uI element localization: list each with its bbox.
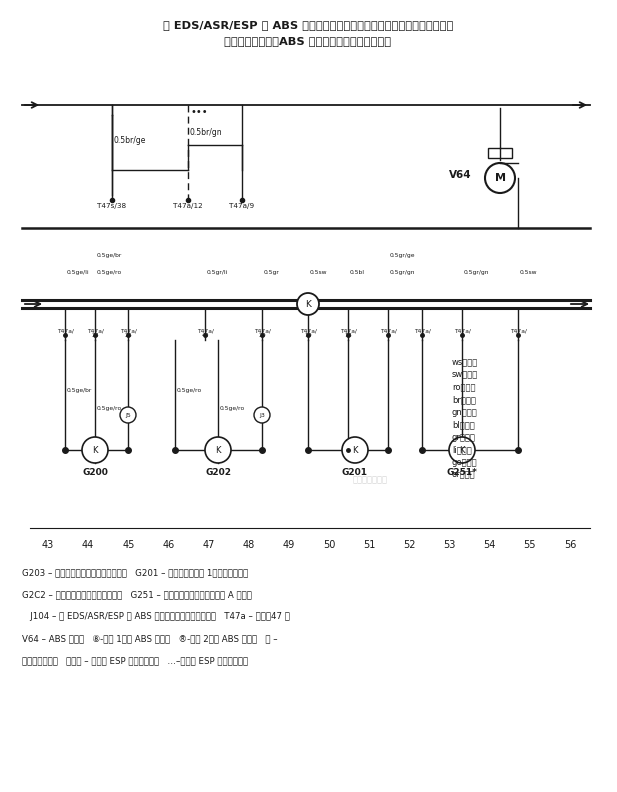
Text: 0.5bl: 0.5bl [350,269,365,275]
Text: 46: 46 [162,540,175,550]
Text: 52: 52 [403,540,416,550]
Circle shape [205,437,231,463]
Text: ge＝黄色: ge＝黄色 [452,458,478,467]
Text: T47a/
3: T47a/ 3 [413,328,431,338]
Text: 带 EDS/ASR/ESP 的 ABS 电控单元、横向加速度传感器、制动压力传感器、: 带 EDS/ASR/ESP 的 ABS 电控单元、横向加速度传感器、制动压力传感… [163,20,453,30]
Text: 53: 53 [444,540,456,550]
Text: 43: 43 [42,540,54,550]
Text: T47a/12: T47a/12 [173,203,203,209]
Text: 51: 51 [363,540,375,550]
Text: T47a/
40: T47a/ 40 [197,328,213,338]
Text: 0.5gr/gn: 0.5gr/gn [390,269,415,275]
Text: 54: 54 [484,540,496,550]
Text: G2C2 – 旋转速率传感器，在转向柱上   G251 – 纵向加速度传感器，在右侧 A 柱上＊: G2C2 – 旋转速率传感器，在转向柱上 G251 – 纵向加速度传感器，在右侧… [22,590,252,599]
Text: J104 – 带 EDS/ASR/ESP 的 ABS 电控单元，在发动机室左侧   T47a – 插头，47 孔: J104 – 带 EDS/ASR/ESP 的 ABS 电控单元，在发动机室左侧 … [22,612,290,621]
Text: 44: 44 [82,540,94,550]
Text: 47: 47 [202,540,215,550]
Text: J5: J5 [125,413,131,417]
Text: ws＝白色: ws＝白色 [452,358,478,367]
Text: li＝紫色: li＝紫色 [452,445,472,455]
Text: G200: G200 [82,468,108,477]
Text: 45: 45 [122,540,135,550]
Text: sw＝黑色: sw＝黑色 [452,371,478,379]
Text: V64 – ABS 液压泵   ⑧-连接 1，在 ABS 线束内   ®-连接 2，在 ABS 线束内   ＊ –: V64 – ABS 液压泵 ⑧-连接 1，在 ABS 线束内 ®-连接 2，在 … [22,634,278,643]
Text: •••: ••• [190,107,208,117]
Text: T47a/
2: T47a/ 2 [379,328,397,338]
Text: T47a/
6: T47a/ 6 [57,328,73,338]
Text: T47a/
20: T47a/ 20 [254,328,270,338]
Text: T47a/
7: T47a/ 7 [510,328,526,338]
Text: T47a/
18: T47a/ 18 [339,328,357,338]
Text: K: K [305,299,311,309]
Circle shape [254,407,270,423]
Circle shape [120,407,136,423]
Text: 55: 55 [524,540,536,550]
Bar [488,148,512,158]
Text: T47a/
24: T47a/ 24 [86,328,104,338]
Text: 0.5ge/ro: 0.5ge/ro [97,269,122,275]
Text: K: K [459,445,465,455]
Text: or＝橙色: or＝橙色 [452,470,476,479]
Text: T47s/38: T47s/38 [97,203,126,209]
Text: 0.5br/gn: 0.5br/gn [190,128,223,136]
Text: 0.5sw: 0.5sw [520,269,537,275]
Circle shape [449,437,475,463]
Text: 旋转速度传感器、ABS 液压泵、纵向加速度传感器: 旋转速度传感器、ABS 液压泵、纵向加速度传感器 [225,36,392,46]
Circle shape [342,437,368,463]
Text: G203 – 横向加速度传感器，在转向柱旁   G201 – 制动压力传感器 1，在制动总泵上: G203 – 横向加速度传感器，在转向柱旁 G201 – 制动压力传感器 1，在… [22,568,248,577]
Text: ro＝红色: ro＝红色 [452,383,476,392]
Text: 0.5gr/ge: 0.5gr/ge [390,253,415,257]
Text: 0.5gr: 0.5gr [264,269,280,275]
Text: 56: 56 [564,540,576,550]
Text: 0.5gr/li: 0.5gr/li [207,269,228,275]
Text: 0.5br/ge: 0.5br/ge [114,135,146,144]
Text: K: K [93,445,97,455]
Text: V64: V64 [449,170,472,180]
Text: G251*: G251* [447,468,478,477]
Text: 0.5ge/ro: 0.5ge/ro [97,406,122,410]
Text: 0.5ge/br: 0.5ge/br [67,387,93,393]
Text: J3: J3 [259,413,265,417]
Text: K: K [215,445,221,455]
Text: 0.5sw: 0.5sw [310,269,328,275]
Text: G201: G201 [342,468,368,477]
Text: 0.5gr/gn: 0.5gr/gn [464,269,489,275]
Text: 0.5ge/ro: 0.5ge/ro [177,387,202,393]
Text: M: M [494,173,505,183]
Text: gr＝灰色: gr＝灰色 [452,433,476,442]
Text: 48: 48 [242,540,255,550]
Text: K: K [352,445,358,455]
Text: gn＝绿色: gn＝绿色 [452,408,478,417]
Text: G202: G202 [205,468,231,477]
Text: 仅指四轮驱动车   ＊＊＊ – 仅指带 ESP 及四轮驱动车   …–仅指带 ESP 及前轮驱动车: 仅指四轮驱动车 ＊＊＊ – 仅指带 ESP 及四轮驱动车 …–仅指带 ESP 及… [22,656,248,665]
Text: 50: 50 [323,540,335,550]
Text: T47a/
5: T47a/ 5 [453,328,470,338]
Text: 0.5ge/ro: 0.5ge/ro [220,406,245,410]
Text: T47a/9: T47a/9 [230,203,255,209]
Text: 维库电子市场网: 维库电子市场网 [352,475,387,485]
Circle shape [82,437,108,463]
Text: bl＝蓝色: bl＝蓝色 [452,421,474,429]
Text: 0.5ge/br: 0.5ge/br [97,253,122,257]
Text: 0.5ge/li: 0.5ge/li [67,269,89,275]
Text: T47a/
26: T47a/ 26 [120,328,136,338]
Text: 49: 49 [283,540,295,550]
Text: br＝棕色: br＝棕色 [452,395,476,405]
Circle shape [297,293,319,315]
Text: T47a/
19: T47a/ 19 [300,328,317,338]
